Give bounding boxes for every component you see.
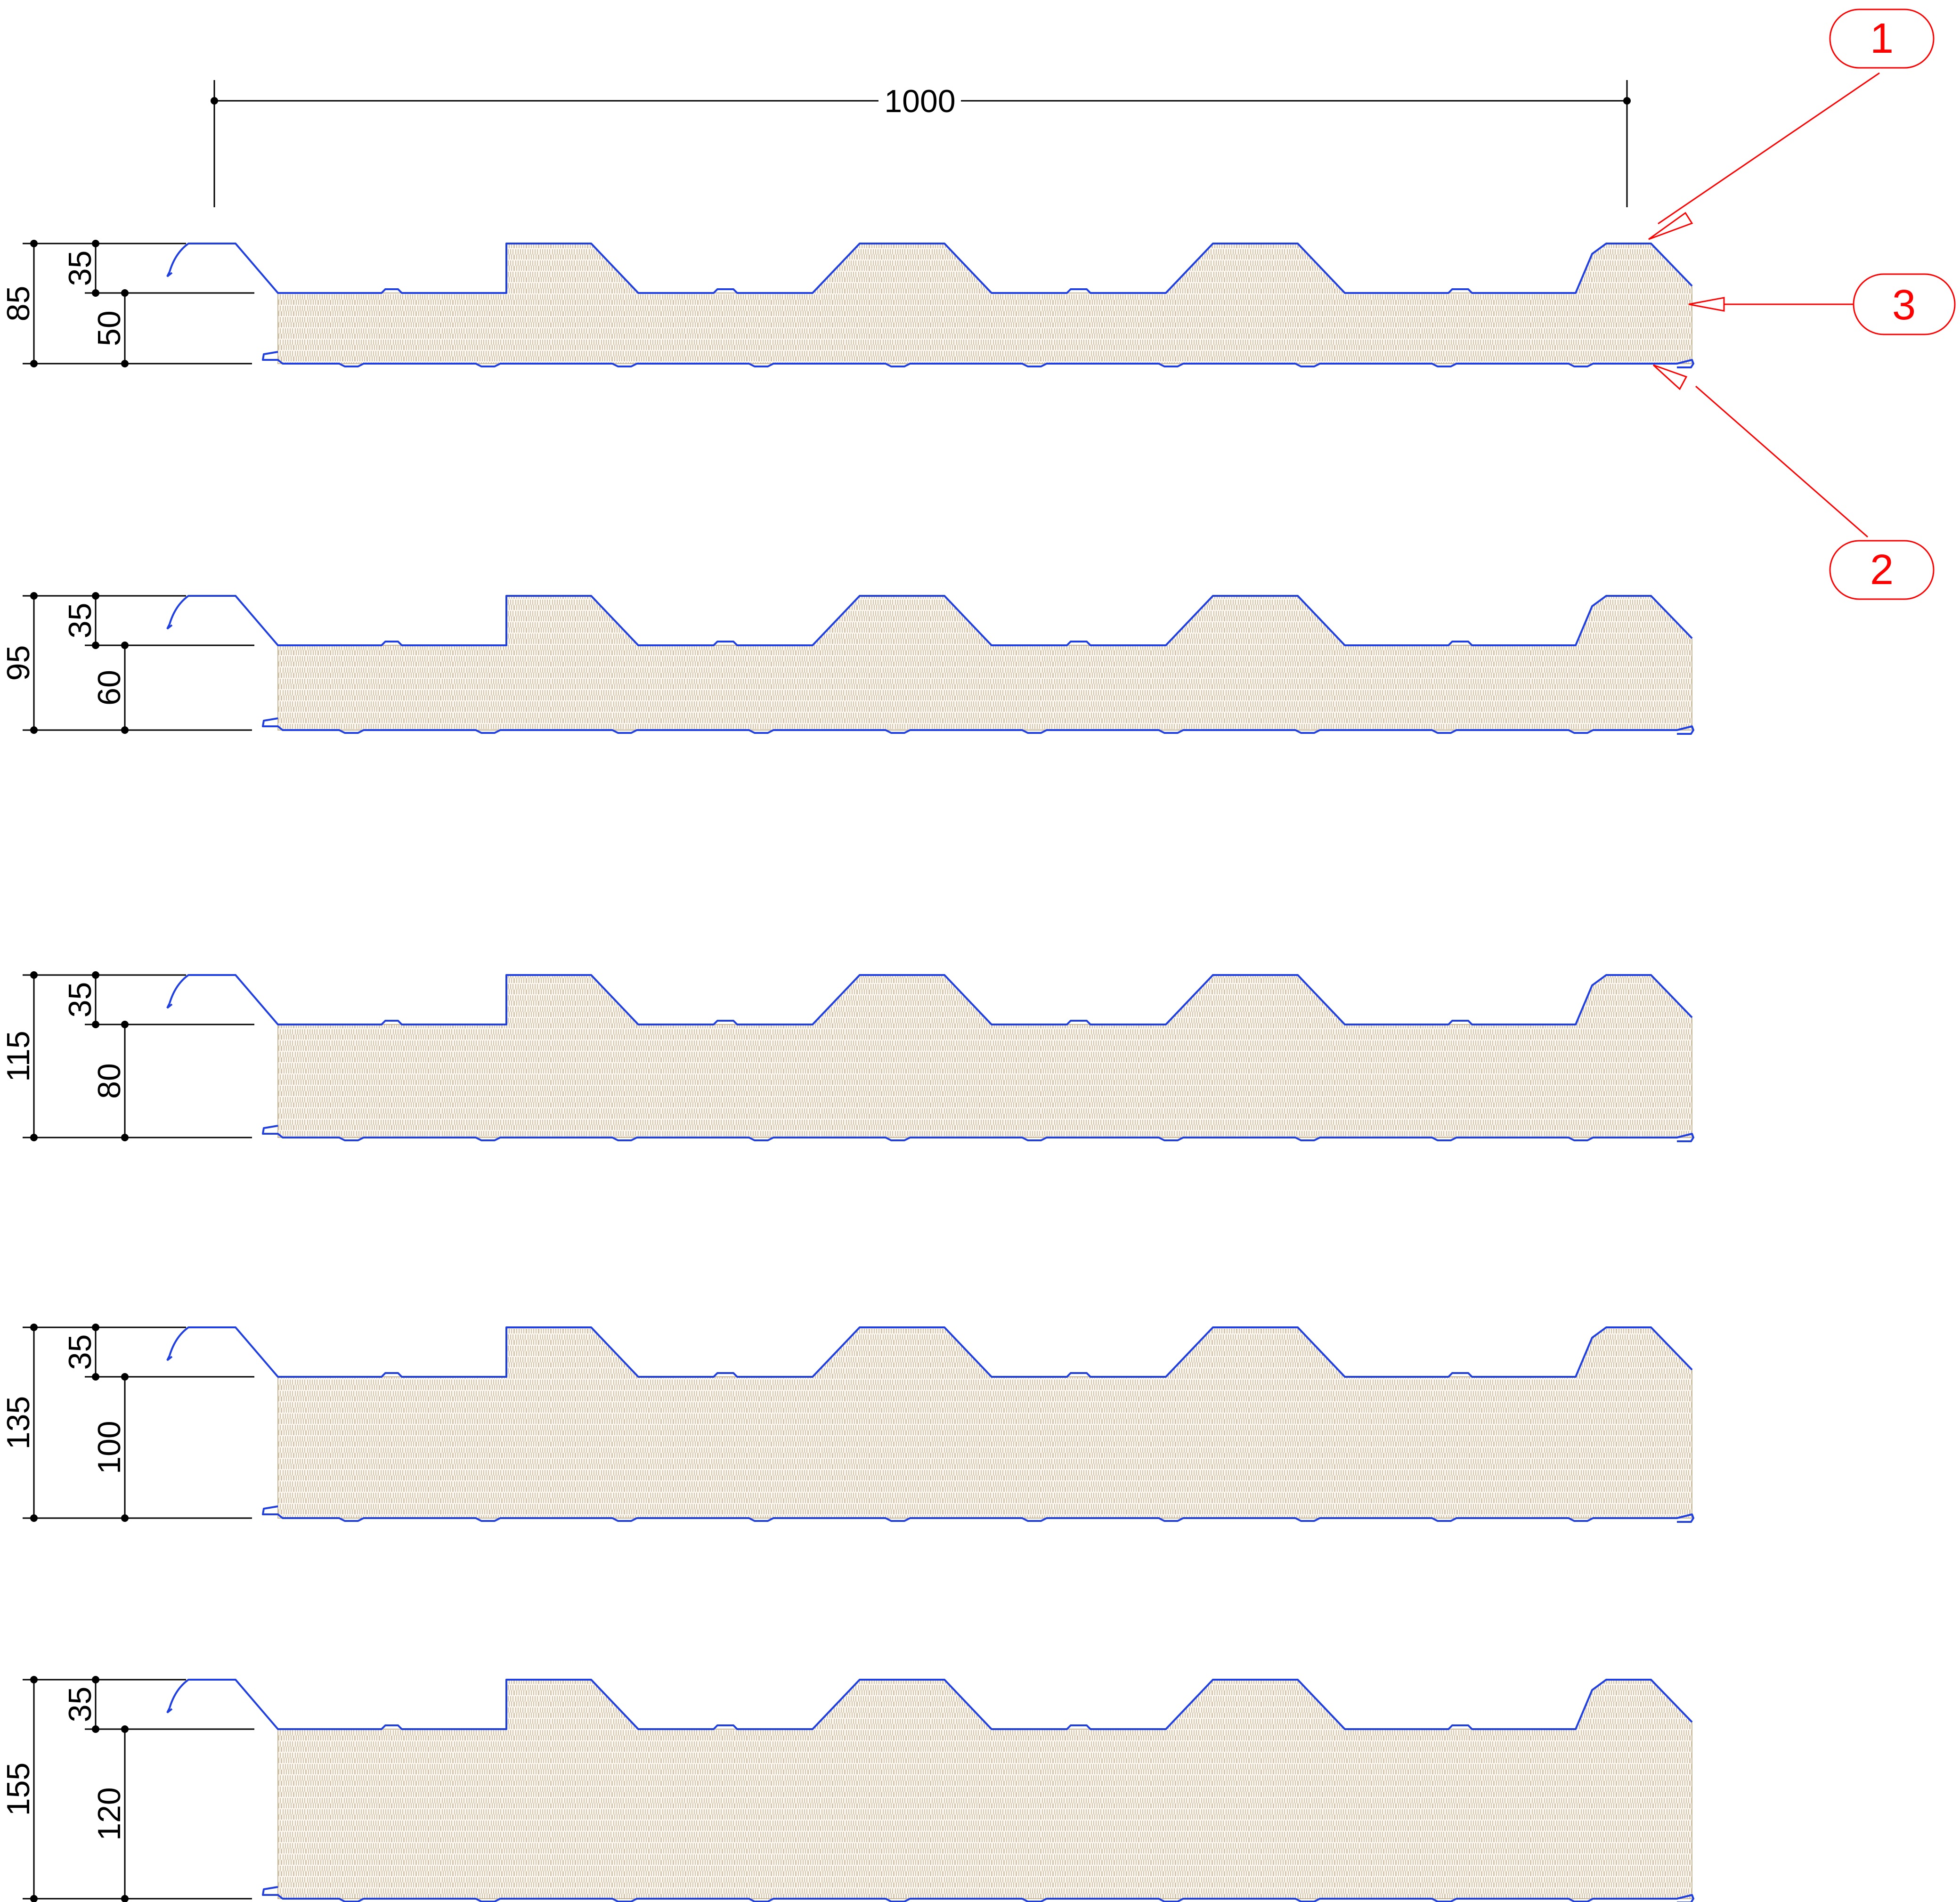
dim-tick-dot bbox=[121, 1725, 129, 1733]
panel-section-115: 115 35 80 bbox=[0, 971, 1694, 1142]
bottom-steel-sheet bbox=[262, 1125, 1694, 1142]
total-thickness-label: 155 bbox=[0, 1763, 36, 1816]
core-thickness-label: 80 bbox=[91, 1063, 127, 1099]
thickness-dimensions: 135 35 100 bbox=[0, 1324, 254, 1522]
dim-tick-dot bbox=[30, 592, 38, 600]
rib-height-label: 35 bbox=[62, 251, 98, 286]
total-thickness-label: 95 bbox=[0, 645, 36, 681]
dim-tick-dot bbox=[30, 240, 38, 247]
side-lap-hook bbox=[166, 271, 173, 277]
thickness-dimensions: 155 35 120 bbox=[0, 1676, 254, 1902]
thickness-dimensions: 85 35 50 bbox=[0, 240, 254, 367]
dim-tick-dot bbox=[121, 726, 129, 734]
dim-tick-dot bbox=[30, 971, 38, 979]
core-thickness-label: 120 bbox=[91, 1787, 127, 1840]
dim-tick-dot bbox=[30, 1514, 38, 1522]
dim-tick-dot bbox=[92, 1324, 99, 1331]
dim-tick-dot bbox=[92, 592, 99, 600]
side-lap-hook bbox=[166, 1707, 173, 1714]
rib-height-label: 35 bbox=[62, 1687, 98, 1723]
side-lap-hook bbox=[166, 624, 173, 630]
callout-1-label: 1 bbox=[1870, 15, 1894, 62]
dim-tick-dot bbox=[30, 360, 38, 367]
core-thickness-label: 100 bbox=[91, 1421, 127, 1474]
dim-tick-dot bbox=[121, 1514, 129, 1522]
dim-tick-dot bbox=[30, 1895, 38, 1902]
dim-tick-dot bbox=[121, 1895, 129, 1902]
overall-width-label: 1000 bbox=[884, 83, 955, 119]
dim-tick-dot bbox=[92, 1725, 99, 1733]
side-lap-hook bbox=[166, 1003, 173, 1009]
total-thickness-label: 85 bbox=[0, 286, 36, 322]
foam-core bbox=[277, 243, 1692, 364]
panel-section-155: 155 35 120 bbox=[0, 1676, 1694, 1902]
overall-width-dimension: 1000 bbox=[211, 80, 1631, 207]
rib-height-label: 35 bbox=[62, 1334, 98, 1370]
top-steel-sheet bbox=[169, 974, 1693, 1025]
dim-tick-dot bbox=[92, 1676, 99, 1683]
top-steel-sheet bbox=[169, 1326, 1693, 1378]
bottom-steel-sheet bbox=[262, 717, 1694, 735]
bottom-steel-sheet bbox=[262, 1505, 1694, 1523]
dim-tick-dot bbox=[30, 1134, 38, 1141]
top-steel-sheet bbox=[169, 243, 1693, 294]
callout-2-label: 2 bbox=[1870, 546, 1894, 593]
dim-tick-dot bbox=[30, 1676, 38, 1683]
dim-tick-dot bbox=[92, 240, 99, 247]
dim-tick-dot bbox=[121, 1021, 129, 1028]
callouts: 1 3 2 bbox=[1648, 8, 1956, 600]
callout-3-label: 3 bbox=[1892, 282, 1916, 329]
core-thickness-label: 60 bbox=[91, 670, 127, 706]
rib-height-label: 35 bbox=[62, 603, 98, 639]
dim-tick-dot bbox=[121, 1373, 129, 1381]
panel-section-95: 95 35 60 bbox=[0, 592, 1694, 735]
foam-core bbox=[277, 1679, 1692, 1899]
foam-core bbox=[277, 1327, 1692, 1519]
dim-tick-dot bbox=[121, 642, 129, 649]
dim-tick-dot bbox=[92, 1373, 99, 1381]
panel-sections: 85 35 50 95 35 60 115 35 80 135 35 100 155 35 120 bbox=[0, 240, 1694, 1902]
side-lap-hook bbox=[166, 1355, 173, 1361]
foam-core bbox=[277, 975, 1692, 1138]
top-steel-sheet bbox=[169, 595, 1693, 646]
foam-core bbox=[277, 595, 1692, 731]
rib-height-label: 35 bbox=[62, 982, 98, 1018]
dim-tick-dot bbox=[92, 1021, 99, 1028]
top-steel-sheet bbox=[169, 1679, 1693, 1730]
callout-1: 1 bbox=[1648, 8, 1935, 240]
dim-tick-dot bbox=[121, 360, 129, 367]
dim-tick-dot bbox=[92, 971, 99, 979]
dim-tick-dot bbox=[30, 726, 38, 734]
dim-tick-dot bbox=[92, 642, 99, 649]
dim-tick-dot bbox=[121, 1134, 129, 1141]
dim-tick-dot bbox=[30, 1324, 38, 1331]
callout-2: 2 bbox=[1652, 364, 1935, 600]
dim-tick-dot bbox=[121, 289, 129, 297]
total-thickness-label: 115 bbox=[0, 1031, 36, 1081]
thickness-dimensions: 115 35 80 bbox=[0, 971, 254, 1141]
thickness-dimensions: 95 35 60 bbox=[0, 592, 254, 734]
dim-tick-dot bbox=[92, 289, 99, 297]
panel-section-85: 85 35 50 bbox=[0, 240, 1694, 368]
total-thickness-label: 135 bbox=[0, 1396, 36, 1449]
bottom-steel-sheet bbox=[262, 351, 1694, 368]
callout-3: 3 bbox=[1688, 273, 1956, 335]
panel-section-135: 135 35 100 bbox=[0, 1324, 1694, 1523]
bottom-steel-sheet bbox=[262, 1886, 1694, 1902]
core-thickness-label: 50 bbox=[91, 310, 127, 346]
